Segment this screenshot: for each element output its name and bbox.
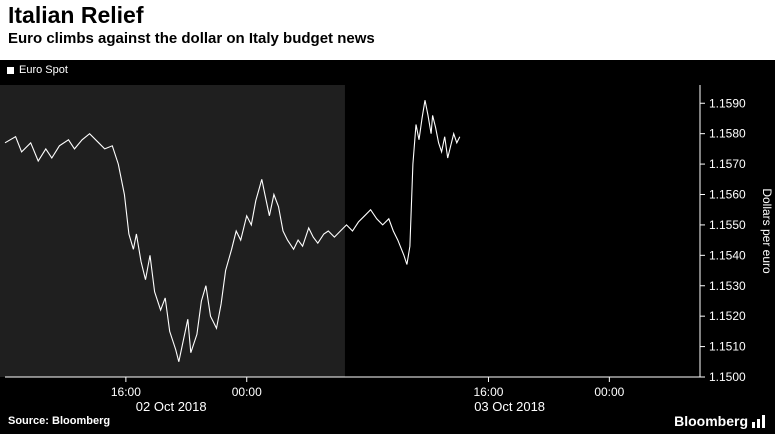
y-tick-label: 1.1510 xyxy=(709,340,746,354)
x-tick-label: 00:00 xyxy=(594,385,624,399)
legend: Euro Spot xyxy=(7,65,68,76)
x-tick-label: 00:00 xyxy=(232,385,262,399)
legend-label: Euro Spot xyxy=(19,64,68,76)
euro-spot-price-line xyxy=(4,100,461,362)
x-tick-label: 16:00 xyxy=(473,385,503,399)
x-tick-label: 16:00 xyxy=(111,385,141,399)
y-tick-label: 1.1520 xyxy=(709,309,746,323)
legend-marker-square xyxy=(7,67,14,74)
y-tick-label: 1.1530 xyxy=(709,279,746,293)
euro-spot-line-chart: 1.1590 1.1580 1.1570 1.1560 1.1550 1.1540 1.15… xyxy=(0,85,774,414)
y-tick-label: 1.1550 xyxy=(709,218,746,232)
chart-subtitle: Euro climbs against the dollar on Italy … xyxy=(8,30,375,47)
bloomberg-wordmark: Bloomberg xyxy=(674,413,748,429)
y-tick-label: 1.1540 xyxy=(709,248,746,262)
chart-title: Italian Relief xyxy=(8,2,144,28)
x-date-label: 03 Oct 2018 xyxy=(474,399,545,414)
x-date-label: 02 Oct 2018 xyxy=(136,399,207,414)
bloomberg-logo-icon xyxy=(752,415,765,428)
y-tick-label: 1.1590 xyxy=(709,96,746,110)
bloomberg-logo: Bloomberg xyxy=(674,414,765,428)
y-tick-label: 1.1570 xyxy=(709,157,746,171)
attribution-bar: Source: Bloomberg Bloomberg xyxy=(0,408,775,434)
y-tick-label: 1.1500 xyxy=(709,370,746,384)
chart-header: Italian Relief Euro climbs against the d… xyxy=(0,0,775,60)
y-tick-label: 1.1580 xyxy=(709,127,746,141)
session-shade xyxy=(0,85,345,377)
chart-region: Euro Spot 1.1590 1.1580 1.1570 1.1560 1.1550… xyxy=(0,60,775,434)
source-note: Source: Bloomberg xyxy=(8,415,111,427)
y-axis-title: Dollars per euro xyxy=(760,188,774,274)
y-tick-label: 1.1560 xyxy=(709,188,746,202)
